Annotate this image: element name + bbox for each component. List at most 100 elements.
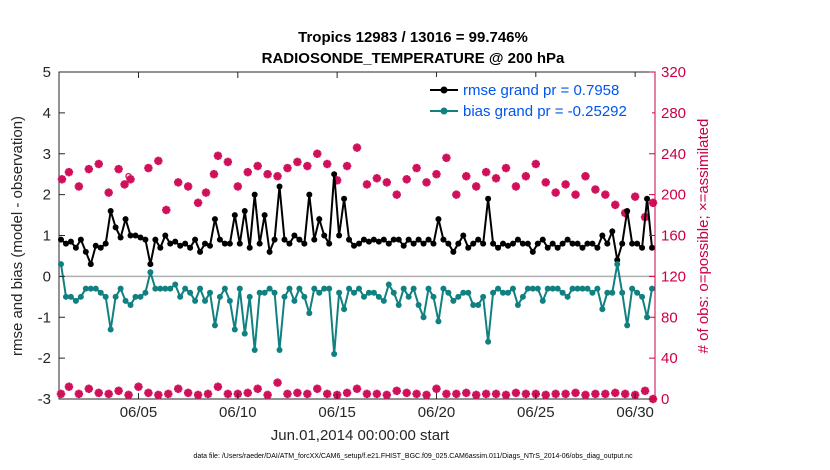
rmse-point — [216, 236, 223, 243]
obs-star-stroke — [293, 158, 302, 166]
obs-bottom-point — [491, 389, 501, 399]
y2-tick-label: 280 — [661, 105, 686, 122]
obs-star-stroke — [402, 175, 411, 184]
obs-bottom-point — [174, 384, 183, 393]
obs-star-stroke — [253, 384, 262, 393]
rmse-point — [331, 171, 338, 178]
obs-star-stroke — [472, 391, 481, 399]
obs-assimilated-point — [183, 182, 193, 191]
obs-star-stroke — [144, 388, 153, 397]
obs-star-stroke — [194, 391, 202, 399]
obs-star-stroke — [492, 390, 500, 398]
bias-point — [589, 289, 596, 296]
obs-bottom-point — [293, 388, 302, 398]
bias-point — [102, 293, 109, 300]
y-axis-label: rmse and bias (model - observation) — [9, 116, 26, 356]
obs-assimilated-point — [94, 159, 103, 169]
bias-point — [87, 285, 94, 292]
obs-bottom-point — [601, 389, 610, 399]
obs-star-stroke — [104, 390, 113, 398]
rmse-point — [316, 216, 323, 223]
rmse-point — [584, 240, 591, 247]
obs-star-stroke — [502, 391, 510, 399]
rmse-point — [395, 236, 402, 243]
bias-point — [246, 293, 253, 300]
obs-star-stroke — [162, 206, 171, 214]
rmse-point — [306, 191, 313, 198]
rmse-point — [624, 207, 631, 214]
obs-star-stroke — [210, 170, 218, 179]
obs-bottom-point — [74, 389, 84, 399]
obs-star-stroke — [323, 160, 332, 168]
bias-point — [400, 285, 407, 292]
rmse-point — [157, 244, 164, 251]
obs-bottom-point — [382, 390, 391, 400]
obs-star-stroke — [442, 390, 451, 398]
title-line-1: Tropics 12983 / 13016 = 99.746% — [298, 29, 528, 46]
bias-point — [450, 297, 457, 304]
rmse-point — [644, 195, 651, 202]
bias-point — [390, 289, 397, 296]
x-tick-label: 06/20 — [418, 404, 456, 421]
obs-star-stroke — [353, 143, 361, 152]
rmse-point — [485, 195, 492, 202]
rmse-point — [589, 240, 596, 247]
bias-point — [261, 289, 268, 296]
title-line-2: RADIOSONDE_TEMPERATURE @ 200 hPa — [262, 50, 565, 67]
obs-assimilated-point — [531, 159, 540, 169]
bias-point — [92, 285, 99, 292]
bias-point — [355, 285, 362, 292]
rmse-point — [355, 240, 362, 247]
bias-point — [495, 285, 502, 292]
bias-point — [579, 285, 586, 292]
bias-point — [594, 285, 601, 292]
obs-bottom-point — [56, 389, 66, 399]
rmse-point — [341, 195, 348, 202]
plot-marks — [56, 143, 658, 404]
obs-star-stroke — [631, 192, 640, 201]
obs-assimilated-point — [511, 182, 521, 191]
obs-star-stroke — [581, 172, 590, 181]
rmse-point — [112, 224, 119, 231]
rmse-point — [365, 238, 372, 245]
rmse-point — [107, 207, 114, 214]
bias-point — [251, 346, 258, 353]
obs-star-stroke — [392, 190, 401, 199]
bias-point — [152, 285, 159, 292]
bias-point — [72, 297, 79, 304]
obs-bottom-point — [352, 384, 362, 393]
rmse-point — [102, 240, 109, 247]
obs-bottom-point — [243, 388, 252, 398]
rmse-point — [241, 207, 248, 214]
obs-star-stroke — [343, 162, 351, 170]
bias-point — [639, 293, 646, 300]
obs-assimilated-point — [372, 174, 382, 183]
obs-bottom-point — [372, 389, 382, 399]
bias-point — [117, 285, 124, 292]
bias-point — [544, 285, 551, 292]
obs-bottom-point — [501, 390, 511, 400]
obs-star-stroke — [114, 165, 123, 173]
bias-point — [559, 289, 566, 296]
obs-star-stroke — [422, 391, 431, 399]
obs-bottom-point — [223, 389, 233, 399]
bias-point — [405, 293, 412, 300]
y2-tick-label: 120 — [661, 268, 686, 285]
bias-point — [62, 293, 69, 300]
rmse-point — [246, 244, 253, 251]
bias-point — [142, 289, 149, 296]
bias-point — [425, 285, 432, 292]
obs-star-stroke — [120, 180, 129, 189]
bias-point — [460, 289, 467, 296]
legend-bias-label: bias grand pr = -0.25292 — [463, 103, 627, 120]
obs-star-stroke — [313, 384, 322, 393]
bias-point — [500, 289, 507, 296]
y2-tick-label: 80 — [661, 309, 678, 326]
rmse-point — [634, 240, 641, 247]
obs-star-stroke — [521, 390, 530, 398]
bias-point — [634, 289, 641, 296]
x-axis-label: Jun.01,2014 00:00:00 start — [271, 427, 450, 444]
obs-star-stroke — [372, 174, 381, 183]
rmse-point — [226, 240, 233, 247]
obs-assimilated-point — [342, 161, 352, 171]
